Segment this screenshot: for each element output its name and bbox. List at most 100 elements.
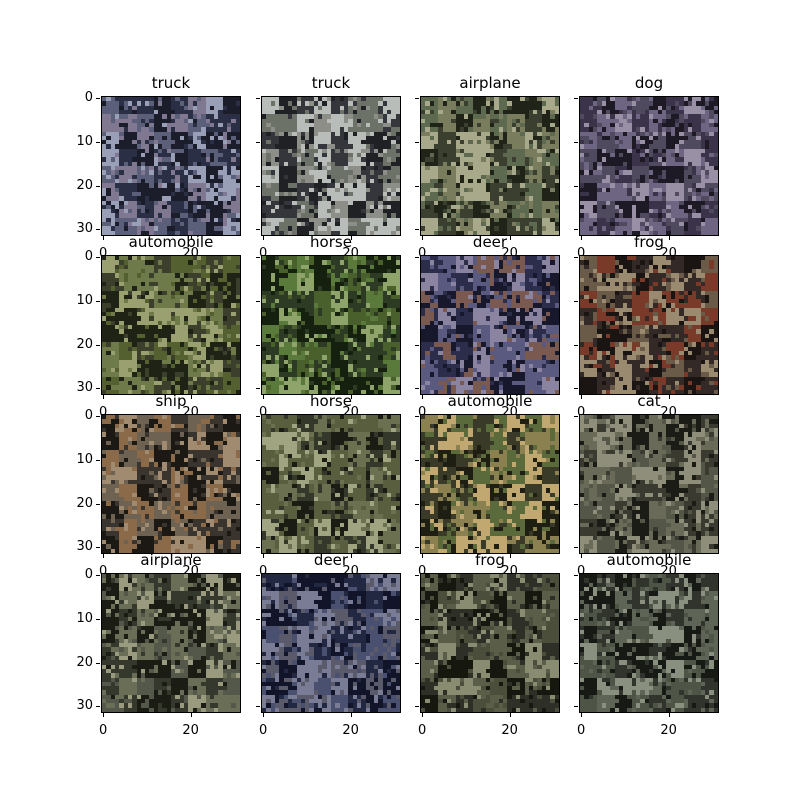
image-panel: ship 0 10 20 30 0 20 bbox=[76, 392, 241, 579]
y-tick bbox=[256, 185, 260, 187]
panel-title: dog bbox=[634, 74, 664, 92]
y-tick bbox=[256, 547, 260, 549]
x-tick-label: 0 bbox=[418, 564, 427, 579]
x-tick bbox=[668, 554, 670, 558]
x-tick-label: 0 bbox=[99, 405, 108, 420]
x-tick-label: 0 bbox=[259, 723, 268, 738]
y-tick bbox=[574, 98, 578, 100]
y-tick bbox=[96, 98, 100, 100]
x-tick bbox=[103, 236, 105, 240]
y-tick-label: 20 bbox=[76, 177, 93, 193]
y-tick bbox=[96, 388, 100, 390]
x-tick-label: 20 bbox=[660, 723, 677, 738]
panel-title: automobile bbox=[606, 551, 692, 569]
x-tick-label: 0 bbox=[577, 405, 586, 420]
pixel-image bbox=[101, 255, 241, 395]
x-tick-label: 0 bbox=[259, 564, 268, 579]
y-tick-label: 20 bbox=[76, 336, 93, 352]
x-tick bbox=[263, 554, 265, 558]
panel-title: automobile bbox=[447, 392, 533, 410]
y-tick bbox=[96, 300, 100, 302]
x-tick-label: 0 bbox=[259, 405, 268, 420]
y-tick bbox=[415, 141, 419, 143]
image-panel: airplane 0 10 20 30 0 20 bbox=[76, 551, 241, 738]
y-tick bbox=[96, 547, 100, 549]
y-tick bbox=[256, 459, 260, 461]
y-tick bbox=[96, 229, 100, 231]
x-tick-label: 20 bbox=[501, 723, 518, 738]
pixel-image bbox=[579, 255, 719, 395]
y-tick bbox=[96, 344, 100, 346]
y-tick-label: 20 bbox=[76, 654, 93, 670]
y-tick bbox=[256, 706, 260, 708]
image-panel: frog 0 20 bbox=[574, 233, 719, 420]
x-tick bbox=[509, 395, 511, 399]
y-tick bbox=[574, 141, 578, 143]
y-tick-label: 30 bbox=[76, 221, 93, 237]
y-tick bbox=[96, 618, 100, 620]
pixel-image bbox=[261, 573, 401, 713]
y-tick bbox=[415, 388, 419, 390]
y-tick bbox=[415, 300, 419, 302]
panel-title: automobile bbox=[128, 233, 214, 251]
x-tick bbox=[190, 395, 192, 399]
y-tick bbox=[96, 575, 100, 577]
y-tick-label: 10 bbox=[76, 292, 93, 308]
x-tick-label: 0 bbox=[99, 723, 108, 738]
pixel-image bbox=[261, 255, 401, 395]
x-tick bbox=[103, 554, 105, 558]
y-tick bbox=[96, 416, 100, 418]
y-tick bbox=[96, 503, 100, 505]
y-tick bbox=[256, 575, 260, 577]
x-tick bbox=[190, 236, 192, 240]
y-tick bbox=[574, 388, 578, 390]
x-tick bbox=[263, 236, 265, 240]
y-tick bbox=[415, 662, 419, 664]
y-tick bbox=[415, 416, 419, 418]
x-tick bbox=[509, 713, 511, 717]
x-tick bbox=[581, 395, 583, 399]
x-tick-label: 20 bbox=[342, 723, 359, 738]
y-tick bbox=[415, 185, 419, 187]
panel-title: deer bbox=[472, 233, 508, 251]
x-tick bbox=[422, 395, 424, 399]
y-tick-label: 0 bbox=[84, 90, 93, 106]
y-tick bbox=[96, 706, 100, 708]
y-tick bbox=[96, 662, 100, 664]
image-panel: airplane 0 20 bbox=[415, 74, 560, 261]
y-tick-label: 0 bbox=[84, 567, 93, 583]
pixel-image bbox=[101, 414, 241, 554]
panel-title: horse bbox=[310, 233, 352, 251]
pixel-image bbox=[420, 414, 560, 554]
y-tick bbox=[96, 257, 100, 259]
y-tick-label: 30 bbox=[76, 698, 93, 714]
y-tick bbox=[574, 662, 578, 664]
y-tick bbox=[415, 344, 419, 346]
x-tick bbox=[190, 713, 192, 717]
image-panel: dog 0 20 bbox=[574, 74, 719, 261]
x-tick-label: 0 bbox=[577, 564, 586, 579]
image-panel: deer 0 20 bbox=[256, 551, 401, 738]
y-tick bbox=[574, 416, 578, 418]
y-tick bbox=[574, 185, 578, 187]
y-tick bbox=[415, 575, 419, 577]
panel-title: deer bbox=[313, 551, 349, 569]
x-tick-label: 0 bbox=[418, 405, 427, 420]
panel-title: truck bbox=[311, 74, 351, 92]
y-tick bbox=[256, 257, 260, 259]
y-tick bbox=[574, 459, 578, 461]
y-tick-label: 20 bbox=[76, 495, 93, 511]
y-tick-label: 30 bbox=[76, 380, 93, 396]
y-tick bbox=[415, 547, 419, 549]
y-tick bbox=[574, 547, 578, 549]
image-panel: automobile 0 10 20 30 0 20 bbox=[76, 233, 241, 420]
image-panel: automobile 0 20 bbox=[574, 551, 719, 738]
x-tick-label: 0 bbox=[577, 723, 586, 738]
pixel-image bbox=[579, 573, 719, 713]
panel-title: horse bbox=[310, 392, 352, 410]
x-tick bbox=[422, 713, 424, 717]
y-tick bbox=[574, 257, 578, 259]
y-tick-label: 30 bbox=[76, 539, 93, 555]
y-tick bbox=[574, 503, 578, 505]
y-tick bbox=[256, 416, 260, 418]
